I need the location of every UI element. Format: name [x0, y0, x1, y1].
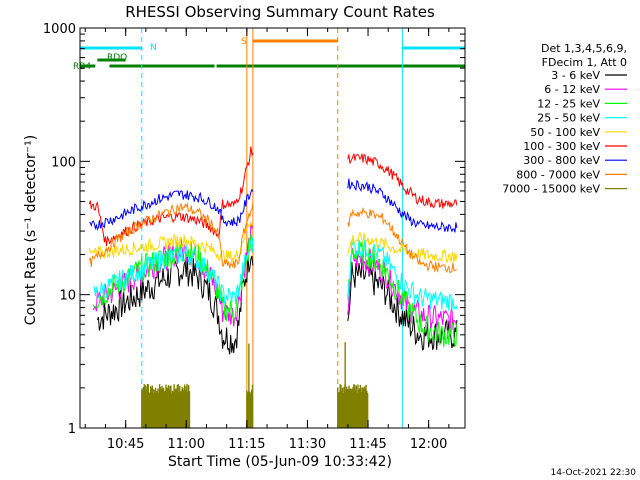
legend-entry-label: 100 - 300 keV — [523, 140, 600, 153]
y-tick-label: 1000 — [43, 22, 76, 37]
legend-entry-label: 3 - 6 keV — [551, 69, 600, 82]
series-line — [88, 202, 457, 274]
x-tick-label: 11:00 — [168, 437, 205, 452]
series-line — [89, 178, 458, 233]
flag-label-rb4: RB4 — [73, 62, 91, 72]
chart-title: RHESSI Observing Summary Count Rates — [125, 3, 435, 21]
legend-entry-label: 800 - 7000 keV — [516, 168, 600, 181]
legend-entry-label: 12 - 25 keV — [537, 97, 600, 110]
flag-bars: N S RDO RB4 — [73, 37, 465, 72]
high-energy-bars — [141, 342, 369, 428]
y-axis-label: Count Rate (s⁻¹ detector⁻¹) — [23, 135, 39, 325]
y-axis-label-group: Count Rate (s⁻¹ detector⁻¹) — [23, 135, 39, 325]
x-tick-label: 10:45 — [107, 437, 144, 452]
timestamp: 14-Oct-2021 22:30 — [551, 468, 637, 478]
y-tick-label: 1 — [68, 422, 76, 437]
x-axis-label: Start Time (05-Jun-09 10:33:42) — [168, 454, 392, 470]
legend-entry-label: 6 - 12 keV — [544, 83, 600, 96]
legend-entry-label: 7000 - 15000 keV — [502, 183, 600, 196]
legend-header: FDecim 1, Att 0 — [542, 56, 627, 69]
x-tick-label: 12:00 — [410, 437, 447, 452]
flag-label-n: N — [150, 43, 157, 53]
axes: 10:45 11:00 11:15 11:30 11:45 12:00 1 10 100 1000 — [43, 22, 465, 452]
legend: Det 1,3,4,5,6,9,FDecim 1, Att 03 - 6 keV… — [502, 42, 627, 196]
series-line — [88, 146, 458, 247]
y-tick-label: 10 — [59, 289, 76, 304]
x-tick-label: 11:45 — [349, 437, 386, 452]
legend-header: Det 1,3,4,5,6,9, — [541, 42, 627, 55]
series-line — [93, 236, 458, 312]
x-tick-label: 11:15 — [228, 437, 265, 452]
legend-entry-label: 50 - 100 keV — [530, 126, 600, 139]
plot-frame — [79, 27, 466, 429]
x-tick-label: 11:30 — [289, 437, 326, 452]
y-tick-label: 100 — [51, 155, 76, 170]
series-line — [88, 221, 458, 264]
legend-entry-label: 25 - 50 keV — [537, 112, 600, 125]
series-lines — [88, 146, 458, 355]
legend-entry-label: 300 - 800 keV — [523, 154, 600, 167]
flag-label-s: S — [241, 37, 247, 47]
flag-label-rdo: RDO — [107, 53, 127, 63]
